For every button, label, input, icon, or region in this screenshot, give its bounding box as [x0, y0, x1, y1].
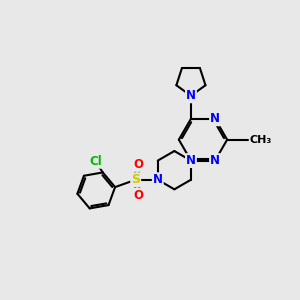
- Text: N: N: [186, 89, 196, 102]
- Text: CH₃: CH₃: [249, 135, 272, 145]
- Text: O: O: [134, 158, 144, 171]
- Text: N: N: [153, 173, 163, 186]
- Text: N: N: [186, 154, 196, 167]
- Text: N: N: [210, 112, 220, 125]
- Text: S: S: [131, 173, 140, 186]
- Text: N: N: [210, 154, 220, 167]
- Text: Cl: Cl: [89, 155, 102, 168]
- Text: O: O: [134, 189, 144, 202]
